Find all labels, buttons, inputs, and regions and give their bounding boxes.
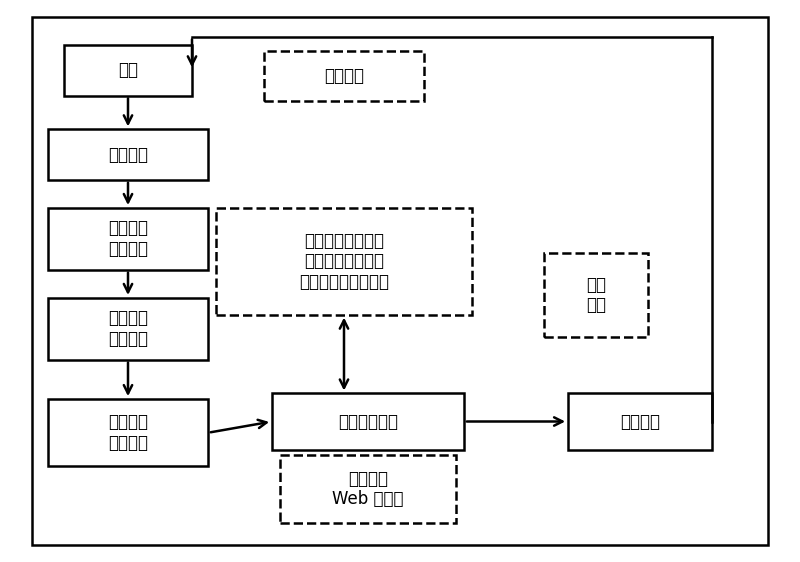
Bar — [568, 393, 712, 450]
Bar — [48, 399, 208, 466]
Text: 问题
解决: 问题 解决 — [586, 275, 606, 315]
Text: 远程登陆
Web 客户端: 远程登陆 Web 客户端 — [332, 469, 404, 509]
Bar — [280, 455, 456, 523]
Bar — [216, 208, 472, 315]
Bar — [48, 129, 208, 180]
Text: 自动开启
异常监测: 自动开启 异常监测 — [108, 219, 148, 259]
Bar — [48, 298, 208, 360]
Text: 后台人员: 后台人员 — [620, 413, 660, 430]
Bar — [544, 253, 648, 337]
Text: 开启手机: 开启手机 — [108, 146, 148, 164]
Text: 客户: 客户 — [118, 61, 138, 79]
Text: 异常问题分析定位
异常事件归类统计
上报数据接收和处理: 异常问题分析定位 异常事件归类统计 上报数据接收和处理 — [299, 232, 389, 291]
Text: 问题反馈: 问题反馈 — [324, 67, 364, 85]
Bar — [272, 393, 464, 450]
Bar — [64, 45, 192, 96]
Text: 提示用户
上传数据: 提示用户 上传数据 — [108, 413, 148, 452]
Bar — [48, 208, 208, 270]
Text: 后台管理平台: 后台管理平台 — [338, 413, 398, 430]
Text: 软件发现
异常事件: 软件发现 异常事件 — [108, 309, 148, 348]
Bar — [264, 51, 424, 101]
